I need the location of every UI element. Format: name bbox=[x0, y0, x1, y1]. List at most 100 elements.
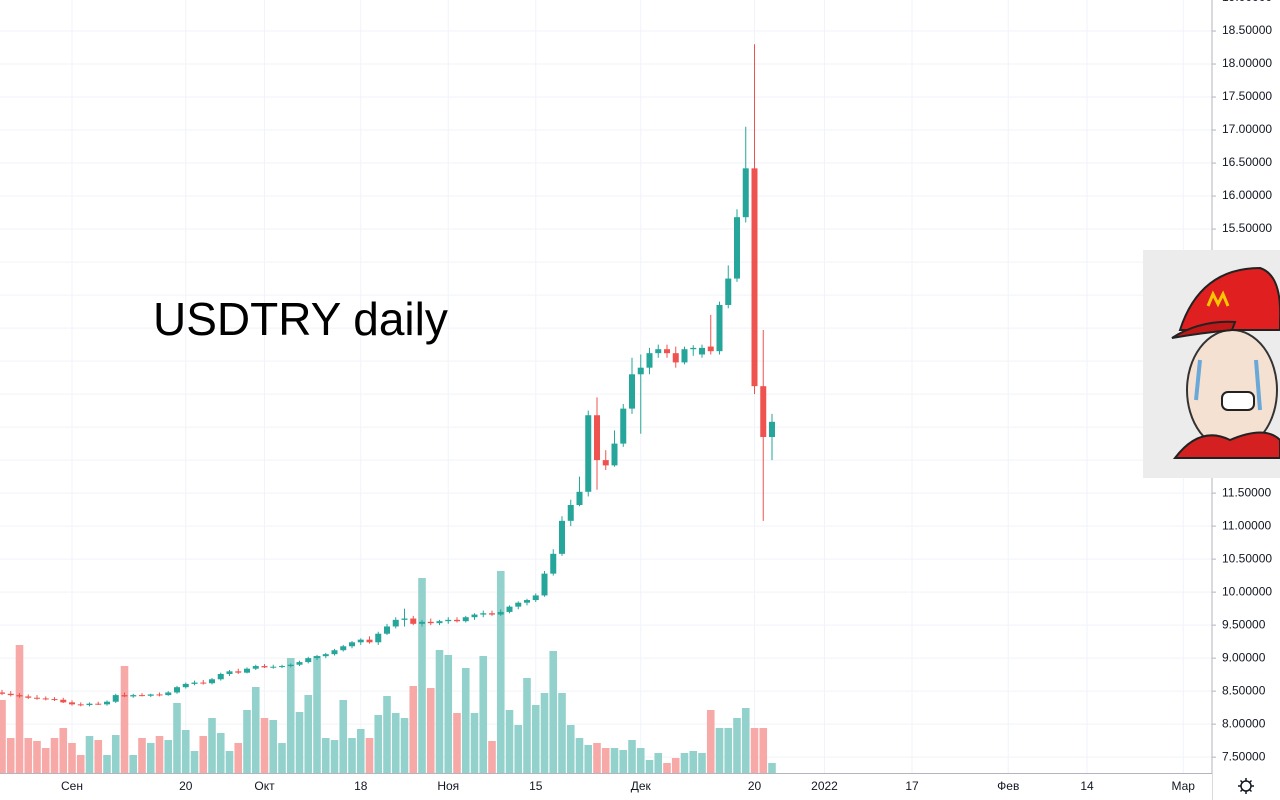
y-tick-label: 15.50000 bbox=[1222, 221, 1272, 235]
candle-body bbox=[436, 621, 443, 624]
volume-bar bbox=[549, 651, 558, 773]
candle-body bbox=[86, 703, 93, 706]
volume-bar bbox=[496, 571, 505, 773]
candle-body bbox=[734, 217, 740, 279]
x-tick-label: 20 bbox=[179, 779, 193, 793]
candle-body bbox=[559, 520, 565, 554]
volume-bar bbox=[129, 755, 138, 773]
settings-icon[interactable] bbox=[1238, 778, 1254, 794]
volume-bar bbox=[759, 728, 768, 773]
volume-bar bbox=[698, 753, 706, 773]
y-tick-label: 11.50000 bbox=[1222, 485, 1271, 499]
candle-body bbox=[349, 642, 355, 647]
volume-bar bbox=[750, 728, 759, 773]
candle-body bbox=[506, 606, 513, 612]
y-tick-label: 10.00000 bbox=[1222, 584, 1272, 598]
volume-bar bbox=[426, 688, 435, 773]
volume-bar bbox=[479, 656, 488, 773]
candle-body bbox=[515, 602, 522, 607]
volume-bar bbox=[85, 736, 94, 773]
volume-bar bbox=[59, 728, 68, 773]
candle-body bbox=[742, 168, 749, 218]
candle-body bbox=[751, 168, 758, 387]
candle-body bbox=[252, 666, 259, 669]
volume-bar bbox=[566, 725, 575, 773]
candle-body bbox=[130, 695, 137, 697]
volume-bar bbox=[6, 738, 15, 773]
candle-body bbox=[340, 646, 347, 651]
volume-bar bbox=[418, 578, 426, 773]
volume-bar bbox=[155, 736, 164, 773]
volume-bar bbox=[146, 743, 155, 773]
candle-body bbox=[760, 386, 767, 437]
volume-bar bbox=[391, 713, 400, 773]
y-tick-label: 8.00000 bbox=[1222, 716, 1266, 730]
candle-body bbox=[497, 611, 504, 615]
grid bbox=[0, 0, 1212, 773]
candle-body bbox=[392, 619, 399, 627]
candle-body bbox=[174, 687, 180, 693]
candle-body bbox=[147, 694, 154, 696]
candle-body bbox=[60, 699, 67, 703]
candle-body bbox=[602, 460, 609, 466]
candle-body bbox=[366, 639, 373, 643]
candle-body bbox=[454, 619, 460, 622]
volume-bar bbox=[514, 725, 523, 773]
volume-bar bbox=[234, 743, 243, 773]
candle-body bbox=[95, 703, 102, 705]
y-tick-label: 10.50000 bbox=[1222, 551, 1272, 565]
candle-body bbox=[375, 633, 382, 643]
candle-body bbox=[217, 673, 224, 680]
volume-bar bbox=[628, 740, 636, 773]
candle-body bbox=[331, 650, 338, 655]
volume-bar bbox=[645, 760, 654, 773]
x-tick-label: 20 bbox=[748, 779, 762, 793]
volume-bar bbox=[269, 720, 278, 773]
y-tick-label: 7.50000 bbox=[1222, 749, 1266, 763]
volume-bar bbox=[453, 713, 461, 773]
volume-bar bbox=[523, 678, 531, 773]
volume-bar bbox=[593, 743, 601, 773]
candle-body bbox=[77, 704, 84, 706]
candle-body bbox=[34, 697, 40, 699]
y-tick-label: 11.00000 bbox=[1222, 518, 1271, 532]
candle-body bbox=[524, 600, 530, 603]
candle-body bbox=[637, 367, 644, 375]
volume-bar bbox=[94, 740, 103, 773]
y-tick-label: 17.00000 bbox=[1222, 122, 1272, 136]
gear-teeth[interactable] bbox=[1238, 778, 1254, 794]
volume-bar bbox=[374, 715, 383, 773]
candle-body bbox=[489, 613, 495, 615]
candle-body bbox=[69, 702, 75, 705]
volume-bar bbox=[339, 700, 348, 773]
candle-body bbox=[261, 666, 268, 668]
candle-body bbox=[25, 696, 32, 698]
x-tick-label: Окт bbox=[254, 779, 275, 793]
volume-bar bbox=[68, 743, 76, 773]
x-tick-label: 18 bbox=[354, 779, 368, 793]
volume-bar bbox=[286, 658, 295, 773]
volume-bar bbox=[190, 751, 199, 773]
candle-body bbox=[567, 504, 574, 521]
volume-bar bbox=[41, 748, 50, 773]
volume-bar bbox=[409, 686, 418, 773]
candle-body bbox=[182, 683, 189, 688]
candle-body bbox=[42, 698, 49, 700]
candles bbox=[0, 44, 775, 707]
candle-body bbox=[716, 304, 723, 352]
candle-body bbox=[410, 618, 417, 624]
candle-body bbox=[235, 671, 242, 673]
candle-body bbox=[244, 668, 250, 673]
volume-bar bbox=[540, 693, 549, 773]
volume-bar bbox=[558, 693, 566, 773]
axes: 7.50000 8.00000 8.50000 9.00000 9.50000 10.00… bbox=[61, 0, 1272, 793]
volume-bar bbox=[601, 748, 610, 773]
candle-body bbox=[690, 347, 697, 350]
volume-bar bbox=[348, 738, 356, 773]
y-tick-label: 9.50000 bbox=[1222, 617, 1266, 631]
candle-body bbox=[209, 679, 215, 684]
candle-body bbox=[270, 666, 277, 668]
candle-body bbox=[646, 353, 653, 368]
candle-body bbox=[550, 553, 557, 574]
